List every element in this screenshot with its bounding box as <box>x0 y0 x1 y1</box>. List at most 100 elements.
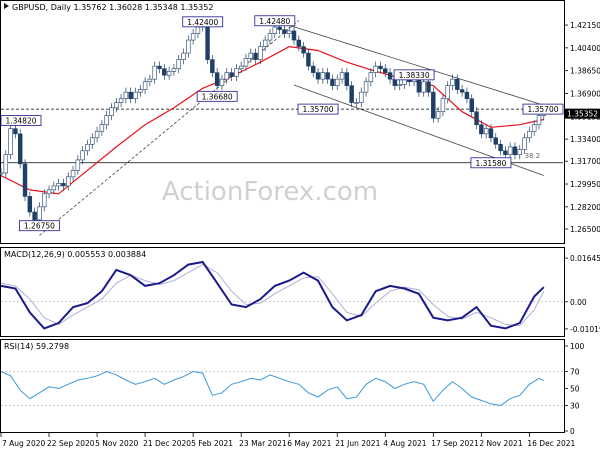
candle-body <box>272 26 278 34</box>
current-price-text: 1.35352 <box>567 110 598 119</box>
candle-body <box>3 154 9 174</box>
candle-body <box>479 124 484 135</box>
price-label-box <box>196 90 238 102</box>
candle-body <box>51 185 57 191</box>
candle-body <box>262 39 268 47</box>
candle-body <box>373 65 378 73</box>
x-tick-label: 5 Nov 2020 <box>95 439 138 448</box>
candle-body <box>531 124 537 132</box>
x-tick-label: 21 Jun 2021 <box>335 439 380 448</box>
candle-body <box>459 89 465 93</box>
macd-y-tick-label: -0.01019 <box>570 325 600 334</box>
price-y-tick-label: 1.26500 <box>570 225 600 234</box>
candle-body <box>186 39 191 54</box>
x-tick-label: 22 Sep 2020 <box>47 439 95 448</box>
rsi-y-tick-label: 100 <box>570 342 585 351</box>
channel-upper-line <box>274 20 544 106</box>
rsi-y-axis: 100 70 50 30 0 <box>564 342 585 436</box>
candle-body <box>527 130 532 139</box>
x-tick-label: 23 Mar 2021 <box>239 439 287 448</box>
price-y-tick-label: 1.28200 <box>570 203 600 212</box>
candle-body <box>354 102 359 104</box>
candle-body <box>522 137 527 150</box>
candle-body <box>94 130 100 139</box>
price-label-text: 1.34820 <box>5 117 36 126</box>
candle-body <box>123 91 129 99</box>
x-tick-label: 7 Aug 2020 <box>2 439 45 448</box>
candle-body <box>17 133 23 165</box>
candle-body <box>171 68 177 72</box>
macd-y-tick-label: 0.01645 <box>570 254 600 263</box>
x-axis: 7 Aug 2020 22 Sep 2020 5 Nov 2020 21 Dec 20… <box>0 433 576 448</box>
candle-body <box>70 170 76 178</box>
candle-body <box>349 85 354 103</box>
candle-body <box>493 137 498 145</box>
candle-body <box>157 65 162 70</box>
price-y-tick-label: 1.31700 <box>570 157 600 166</box>
candle-body <box>291 30 297 41</box>
price-label-box <box>254 15 296 27</box>
price-y-tick-label: 1.29950 <box>570 180 600 189</box>
candle-body <box>176 59 181 70</box>
rsi-y-tick-label: 30 <box>570 402 580 411</box>
price-label-text: 1.38330 <box>399 71 430 80</box>
candle-body <box>234 68 239 77</box>
candle-body <box>397 84 402 86</box>
candle-body <box>344 72 350 86</box>
candle-body <box>90 137 95 145</box>
candle-body <box>243 57 249 67</box>
x-tick-label: 21 Dec 2020 <box>143 439 191 448</box>
candle-body <box>450 78 455 86</box>
price-header: GBPUSD, Daily 1.35762 1.36028 1.35348 1.… <box>4 3 213 12</box>
rsi-line <box>0 370 545 407</box>
price-labels: 1.42400 1.42480 1.36680 1.38330 1.35700 1.315… <box>0 15 564 232</box>
candle-body <box>152 65 157 80</box>
x-tick-label: 5 Feb 2021 <box>191 439 233 448</box>
candle-body <box>253 52 258 60</box>
candle-body <box>507 146 513 156</box>
candle-body <box>258 46 263 60</box>
rsi-header-text: RSI(14) 59.2798 <box>4 342 69 351</box>
collapse-triangle-icon <box>4 3 9 9</box>
macd-panel-frame <box>0 247 565 337</box>
candle-body <box>80 150 85 161</box>
candle-body <box>205 24 210 60</box>
price-header-text: GBPUSD, Daily 1.35762 1.36028 1.35348 1.… <box>12 3 213 12</box>
x-tick-label: 16 Dec 2021 <box>527 439 575 448</box>
price-label-text: 1.26750 <box>24 222 55 231</box>
candle-body <box>32 211 37 221</box>
macd-y-tick-label: 0.00 <box>570 298 587 307</box>
candle-body <box>99 124 105 132</box>
candle-body <box>435 111 441 119</box>
candle-body <box>469 98 474 113</box>
candle-body <box>378 65 383 70</box>
candle-body <box>517 149 522 156</box>
candle-body <box>61 183 66 187</box>
rsi-y-tick-label: 70 <box>570 368 580 377</box>
candle-body <box>138 89 143 93</box>
candle-body <box>219 78 225 86</box>
candle-body <box>383 68 388 73</box>
candle-body <box>488 128 494 139</box>
candle-body <box>301 46 306 54</box>
candle-body <box>224 72 229 80</box>
candle-body <box>536 115 542 126</box>
candle-body <box>181 52 186 60</box>
candle-body <box>311 65 316 73</box>
candle-body <box>8 128 13 156</box>
candle-body <box>238 65 244 70</box>
moving-average-line <box>0 45 544 195</box>
rsi-plot <box>0 370 563 407</box>
price-y-tick-label: 1.36900 <box>570 89 600 98</box>
candle-body <box>320 72 326 80</box>
candle-body <box>325 72 330 80</box>
watermark: ActionForex.com <box>162 177 378 207</box>
price-y-tick-label: 1.40400 <box>570 44 600 53</box>
candle-body <box>474 111 479 126</box>
candle-body <box>421 81 426 93</box>
x-tick-label: 17 Sep 2021 <box>431 439 479 448</box>
rsi-y-tick-label: 50 <box>570 385 580 394</box>
candle-body <box>330 78 335 86</box>
price-label-box <box>297 103 339 115</box>
